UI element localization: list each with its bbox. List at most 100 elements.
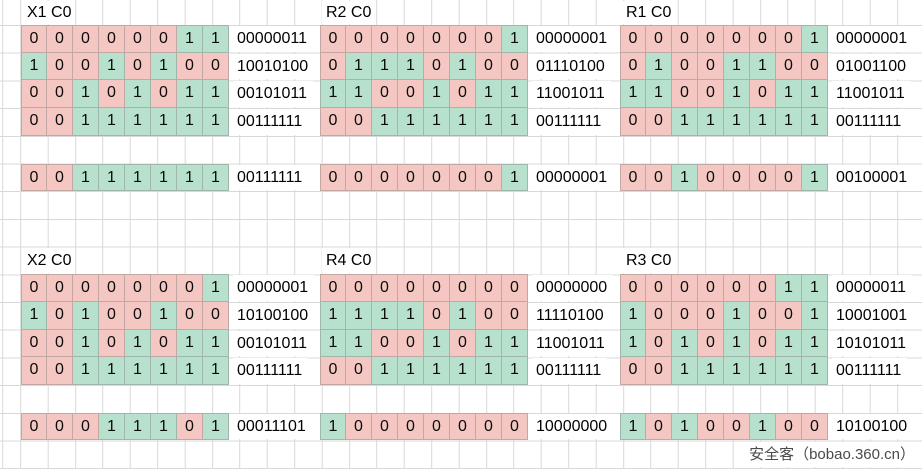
bit-cell[interactable]: 0 (750, 25, 776, 53)
row-binary-label[interactable]: 11001011 (832, 81, 911, 108)
bit-cell[interactable]: 1 (698, 108, 724, 136)
bit-cell[interactable]: 0 (372, 329, 398, 358)
bit-cell[interactable]: 1 (724, 302, 750, 330)
bit-cell[interactable]: 0 (47, 357, 73, 386)
bit-cell[interactable]: 0 (802, 52, 828, 81)
bit-cell[interactable]: 1 (177, 25, 203, 53)
bit-cell[interactable]: 0 (21, 274, 47, 302)
bit-cell[interactable]: 1 (99, 52, 125, 81)
bit-cell[interactable]: 0 (47, 108, 73, 136)
bit-cell[interactable]: 1 (646, 52, 672, 81)
bit-cell[interactable]: 1 (372, 357, 398, 386)
bit-cell[interactable]: 0 (346, 25, 372, 53)
bit-cell[interactable]: 1 (802, 108, 828, 136)
bit-cell[interactable]: 0 (450, 80, 476, 109)
bit-cell[interactable]: 0 (620, 274, 646, 302)
bit-cell[interactable]: 0 (398, 329, 424, 358)
bit-cell[interactable]: 0 (151, 80, 177, 109)
bit-cell[interactable]: 1 (620, 412, 646, 441)
bit-cell[interactable]: 1 (750, 52, 776, 81)
row-binary-label[interactable]: 00100001 (832, 164, 914, 191)
bit-cell[interactable]: 0 (698, 274, 724, 302)
bit-cell[interactable]: 0 (802, 412, 828, 441)
bit-cell[interactable]: 1 (125, 412, 151, 441)
bit-cell[interactable]: 0 (750, 163, 776, 192)
bit-cell[interactable]: 0 (672, 80, 698, 109)
bit-cell[interactable]: 0 (776, 302, 802, 330)
bit-cell[interactable]: 1 (802, 274, 828, 302)
bit-cell[interactable]: 1 (672, 329, 698, 358)
bit-cell[interactable]: 1 (398, 302, 424, 330)
bit-cell[interactable]: 1 (151, 163, 177, 192)
bit-cell[interactable]: 0 (776, 52, 802, 81)
bit-cell[interactable]: 0 (99, 80, 125, 109)
bit-cell[interactable]: 0 (424, 52, 450, 81)
bit-cell[interactable]: 1 (73, 80, 99, 109)
bit-cell[interactable]: 0 (646, 302, 672, 330)
block-title[interactable]: X2 C0 (23, 247, 76, 274)
bit-cell[interactable]: 0 (646, 25, 672, 53)
bit-cell[interactable]: 0 (750, 302, 776, 330)
bit-cell[interactable]: 0 (346, 357, 372, 386)
bit-cell[interactable]: 0 (424, 25, 450, 53)
bit-cell[interactable]: 0 (125, 25, 151, 53)
bit-cell[interactable]: 0 (151, 329, 177, 358)
bit-cell[interactable]: 1 (346, 302, 372, 330)
bit-cell[interactable]: 1 (125, 329, 151, 358)
bit-cell[interactable]: 1 (346, 80, 372, 109)
bit-cell[interactable]: 0 (372, 80, 398, 109)
bit-cell[interactable]: 1 (502, 25, 528, 53)
bit-cell[interactable]: 1 (620, 329, 646, 358)
bit-cell[interactable]: 0 (450, 163, 476, 192)
bit-cell[interactable]: 0 (177, 412, 203, 441)
bit-cell[interactable]: 0 (177, 302, 203, 330)
bit-cell[interactable]: 1 (424, 80, 450, 109)
bit-cell[interactable]: 0 (372, 25, 398, 53)
bit-cell[interactable]: 1 (203, 357, 229, 386)
row-binary-label[interactable]: 10100100 (233, 303, 315, 329)
bit-cell[interactable]: 0 (450, 25, 476, 53)
row-binary-label[interactable]: 10000000 (532, 413, 614, 440)
bit-cell[interactable]: 0 (151, 25, 177, 53)
row-binary-label[interactable]: 00000001 (832, 26, 914, 52)
bit-cell[interactable]: 1 (125, 80, 151, 109)
row-binary-label[interactable]: 10001001 (832, 303, 914, 329)
bit-cell[interactable]: 1 (203, 25, 229, 53)
bit-cell[interactable]: 1 (21, 52, 47, 81)
bit-cell[interactable]: 1 (724, 108, 750, 136)
block-title[interactable]: X1 C0 (23, 1, 76, 24)
bit-cell[interactable]: 0 (320, 357, 346, 386)
bit-cell[interactable]: 1 (476, 357, 502, 386)
bit-cell[interactable]: 0 (346, 274, 372, 302)
block-title[interactable]: R4 C0 (322, 247, 376, 274)
bit-cell[interactable]: 1 (620, 302, 646, 330)
bit-cell[interactable]: 0 (724, 25, 750, 53)
bit-cell[interactable]: 0 (73, 274, 99, 302)
bit-cell[interactable]: 0 (620, 108, 646, 136)
bit-cell[interactable]: 0 (47, 25, 73, 53)
bit-cell[interactable]: 1 (802, 163, 828, 192)
bit-cell[interactable]: 0 (398, 412, 424, 441)
bit-cell[interactable]: 1 (450, 52, 476, 81)
row-binary-label[interactable]: 00111111 (233, 164, 309, 191)
bit-cell[interactable]: 0 (47, 163, 73, 192)
bit-cell[interactable]: 0 (424, 302, 450, 330)
bit-cell[interactable]: 1 (698, 357, 724, 386)
bit-cell[interactable]: 1 (203, 329, 229, 358)
bit-cell[interactable]: 1 (672, 163, 698, 192)
bit-cell[interactable]: 0 (151, 274, 177, 302)
bit-cell[interactable]: 0 (320, 274, 346, 302)
bit-cell[interactable]: 1 (372, 302, 398, 330)
bit-cell[interactable]: 0 (424, 163, 450, 192)
row-binary-label[interactable]: 00000011 (233, 26, 313, 52)
bit-cell[interactable]: 0 (672, 274, 698, 302)
bit-cell[interactable]: 1 (776, 274, 802, 302)
bit-cell[interactable]: 0 (398, 163, 424, 192)
bit-cell[interactable]: 0 (724, 412, 750, 441)
row-binary-label[interactable]: 01110100 (532, 53, 611, 80)
bit-cell[interactable]: 1 (802, 357, 828, 386)
bit-cell[interactable]: 1 (203, 163, 229, 192)
bit-cell[interactable]: 0 (21, 357, 47, 386)
row-binary-label[interactable]: 00000001 (532, 164, 614, 191)
bit-cell[interactable]: 0 (646, 274, 672, 302)
